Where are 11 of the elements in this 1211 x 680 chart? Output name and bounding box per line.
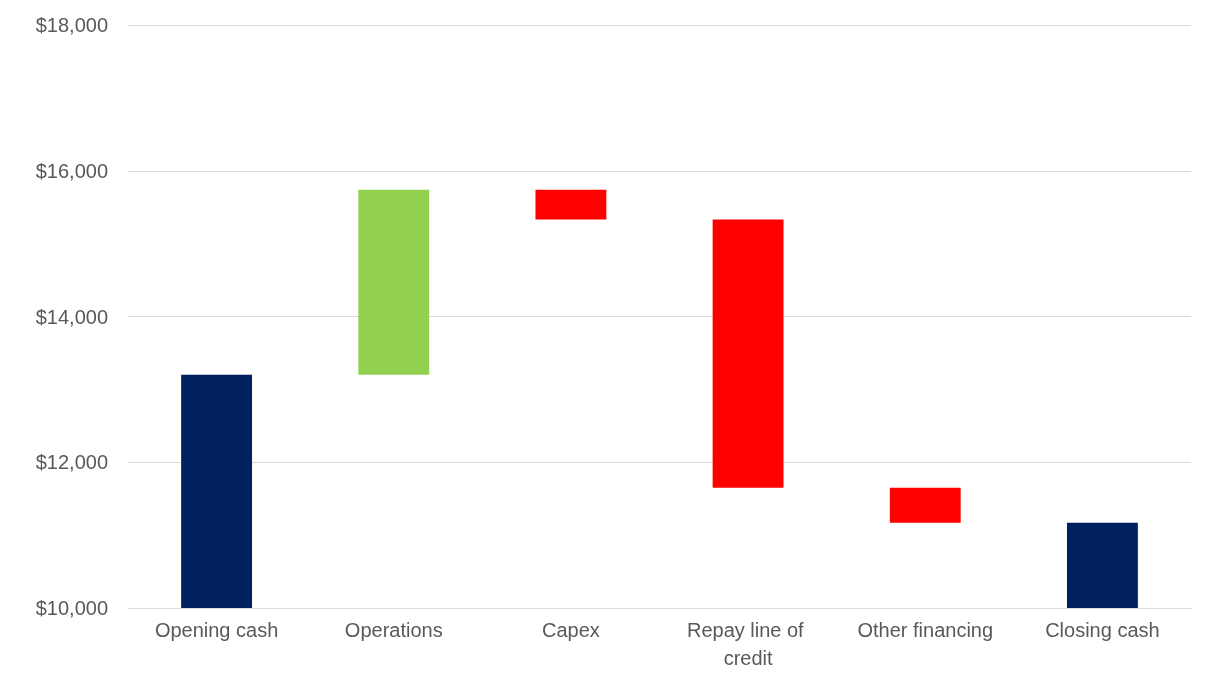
x-tick-label: Repay line of credit bbox=[686, 619, 810, 669]
y-tick-label: $14,000 bbox=[35, 305, 108, 328]
x-tick-label: Opening cash bbox=[154, 619, 279, 641]
x-tick-label: Operations bbox=[344, 619, 443, 641]
y-tick-label: $12,000 bbox=[35, 451, 108, 474]
x-tick-label: Other financing bbox=[857, 619, 994, 641]
y-tick-label: $18,000 bbox=[35, 14, 108, 36]
x-tick-label: Closing cash bbox=[1045, 619, 1160, 641]
x-tick-label: Capex bbox=[542, 619, 600, 641]
y-tick-label: $10,000 bbox=[35, 597, 108, 619]
y-tick-label: $16,000 bbox=[35, 159, 108, 182]
